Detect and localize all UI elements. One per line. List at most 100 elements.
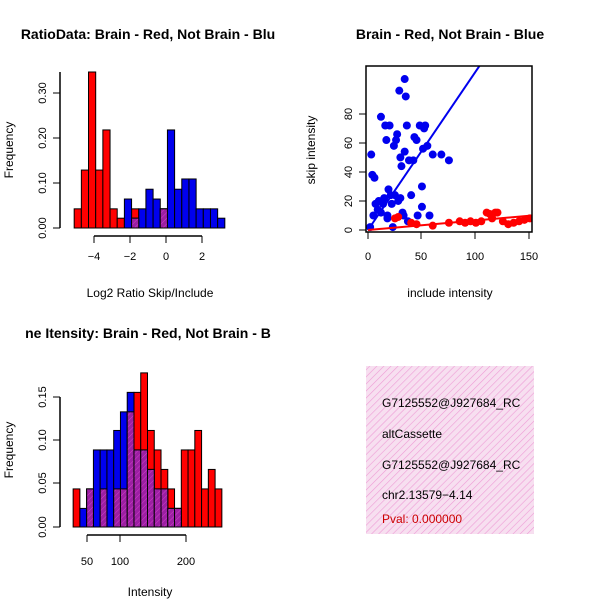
histogram-bar-brain [102,129,111,229]
histogram-bar-overlap [119,488,128,528]
scatter-point-blue [397,162,406,171]
ratio-histogram-xlabel: Log2 Ratio Skip/Include [87,286,214,300]
ratio-histogram-y-axis: 0.00 0.10 0.20 0.30 [37,72,61,239]
intensity-scatter: Brain - Red, Not Brain - Blue 0 50 100 1… [304,26,544,300]
scatter-x-tick-label: 150 [520,251,538,263]
histogram-bar-brain [95,169,104,229]
histogram-bar-not-brain [195,208,204,229]
scatter-point-blue [385,121,394,130]
scatter-point-blue [428,150,437,159]
scatter-point-blue [409,156,418,165]
intensity-y-tick-label: 0.15 [37,386,49,407]
event-type-label: altCassette [382,427,442,441]
scatter-point-blue [383,214,392,223]
intensity-x-tick-label: 100 [111,556,129,568]
scatter-point-blue [413,211,422,220]
scatter-plot-box [365,65,533,233]
scatter-point-blue [376,112,385,121]
ratio-y-tick-label: 0.10 [37,172,49,193]
scatter-marks [366,66,532,232]
probe-id-label: G7125552@J927684_RC [382,396,521,410]
intensity-histogram-x-axis: 50 100 200 [81,534,195,568]
info-panel: G7125552@J927684_RC altCassette G7125552… [366,366,534,534]
histogram-bar-not-brain [181,178,190,229]
scatter-point-red [477,217,486,226]
histogram-bar-not-brain [92,449,101,528]
scatter-point-blue [396,194,405,203]
histogram-bar-brain [72,488,81,528]
intensity-histogram-y-axis: 0.00 0.05 0.10 0.15 [37,386,61,538]
ratio-x-tick-label: 2 [199,251,205,263]
histogram-bar-not-brain [202,208,211,229]
histogram-bar-brain [116,217,125,229]
ratio-histogram-ylabel: Frequency [2,122,16,179]
histogram-bar-brain [88,71,97,229]
scatter-ylabel: skip intensity [304,116,318,185]
histogram-bar-brain [214,488,223,528]
scatter-fit-line-red [367,214,532,231]
ratio-x-tick-label: −4 [88,251,101,263]
histogram-bar-overlap [174,507,182,528]
histogram-bar-overlap [126,411,135,528]
scatter-y-tick-label: 40 [343,166,355,178]
histogram-bar-overlap [159,208,168,229]
scatter-point-blue [387,199,396,208]
ratio-x-tick-label: 0 [163,251,169,263]
histogram-bar-not-brain [217,217,226,229]
histogram-bar-overlap [99,488,108,528]
histogram-bar-overlap [140,449,149,528]
histogram-bar-overlap [113,488,121,528]
scatter-point-blue [407,191,416,200]
scatter-point-red [428,221,437,230]
scatter-x-axis: 0 50 100 150 [365,232,538,263]
histogram-bar-not-brain [152,198,161,229]
ratio-y-tick-label: 0.30 [37,82,49,103]
scatter-point-blue [400,75,409,84]
pval-label: Pval: 0.000000 [382,512,462,526]
histogram-bar-brain [194,429,203,528]
scatter-y-tick-label: 60 [343,137,355,149]
histogram-bar-brain [109,208,118,229]
scatter-point-blue [412,136,421,145]
histogram-bar-brain [201,488,209,528]
ratio-y-tick-label: 0.00 [37,217,49,238]
intensity-y-tick-label: 0.00 [37,516,49,537]
intensity-scatter-title: Brain - Red, Not Brain - Blue [356,26,544,42]
scatter-y-axis: 0 20 40 60 80 [343,108,366,233]
scatter-point-blue [382,136,391,145]
scatter-point-blue [437,150,446,159]
intensity-histogram-bars [72,372,223,528]
scatter-point-blue [401,92,410,101]
intensity-histogram-xlabel: Intensity [128,585,173,599]
histogram-bar-overlap [167,507,176,528]
intensity-x-tick-label: 50 [81,556,93,568]
scatter-point-red [412,220,421,229]
histogram-bar-not-brain [106,449,115,528]
probe-id-label-2: G7125552@J927684_RC [382,458,521,472]
scatter-point-blue [417,202,426,211]
scatter-y-tick-label: 20 [343,195,355,207]
intensity-x-tick-label: 200 [177,556,195,568]
scatter-point-blue [402,121,411,130]
histogram-bar-not-brain [188,178,197,229]
scatter-point-blue [380,194,389,203]
intensity-histogram-ylabel: Frequency [2,422,16,479]
intensity-histogram: ne Itensity: Brain - Red, Not Brain - B … [2,325,271,599]
histogram-bar-overlap [153,488,162,528]
ratio-x-tick-label: −2 [124,251,137,263]
histogram-bar-overlap [131,217,140,229]
scatter-y-tick-label: 0 [343,227,355,233]
histogram-bar-not-brain [174,188,183,229]
histogram-bar-overlap [160,488,169,528]
scatter-y-tick-label: 80 [343,108,355,120]
intensity-histogram-title: ne Itensity: Brain - Red, Not Brain - B [25,325,271,341]
histogram-bar-brain [207,468,216,528]
ratio-histogram-x-axis: −4 −2 0 2 [88,235,205,263]
scatter-point-blue [417,182,426,191]
scatter-xlabel: include intensity [407,286,492,300]
scatter-point-blue [396,153,405,162]
intensity-y-tick-label: 0.10 [37,429,49,450]
scatter-x-tick-label: 100 [466,251,484,263]
histogram-bar-overlap [133,449,142,528]
